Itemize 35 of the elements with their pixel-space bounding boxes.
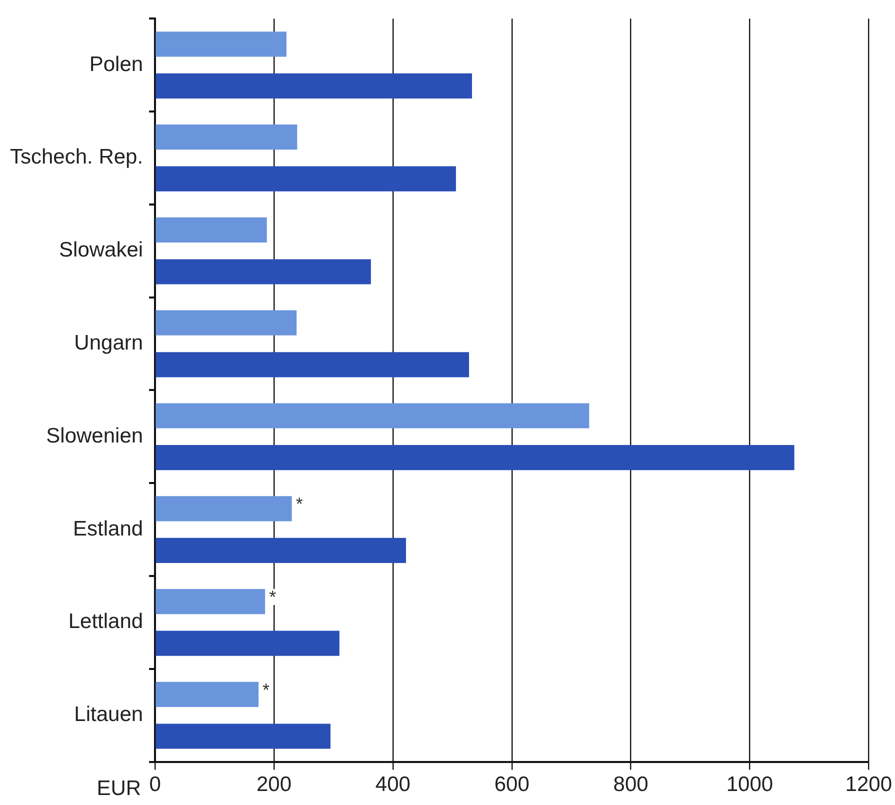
bar: [156, 538, 406, 563]
data-label: *: [296, 494, 303, 514]
bar: [156, 217, 267, 242]
y-tick-label: Slowakei: [59, 238, 144, 262]
bar: [156, 73, 472, 98]
bar: [156, 166, 456, 192]
y-tick-label: Slowenien: [46, 424, 144, 448]
y-tick-label: Litauen: [74, 703, 144, 726]
data-label: *: [262, 680, 270, 700]
x-tick-label: 200: [256, 773, 292, 796]
x-tick-label: 1000: [726, 773, 774, 796]
x-axis-title: EUR: [96, 777, 142, 800]
x-tick-label: 1200: [845, 773, 892, 796]
y-tick-label: Tschech. Rep.: [10, 146, 144, 169]
bar: [156, 310, 297, 336]
x-tick-label: 600: [494, 773, 530, 796]
x-tick-label: 800: [613, 773, 648, 796]
bar: [156, 682, 259, 707]
bar: [156, 32, 286, 57]
y-tick-label: Estland: [73, 517, 144, 540]
data-label: *: [269, 586, 276, 607]
bar: [156, 496, 292, 522]
y-tick-label: Ungarn: [74, 332, 144, 355]
bar: [156, 352, 470, 378]
y-tick-label: Lettland: [68, 610, 144, 634]
bar: [156, 403, 590, 428]
bar: [156, 259, 371, 284]
x-tick-label: 400: [375, 773, 410, 796]
x-tick-label: 0: [149, 773, 161, 796]
bar: [156, 445, 794, 470]
bar: [156, 724, 330, 749]
y-tick-label: Polen: [89, 52, 144, 76]
bar: [156, 630, 340, 656]
bar: [156, 124, 298, 150]
bar: [156, 589, 266, 614]
